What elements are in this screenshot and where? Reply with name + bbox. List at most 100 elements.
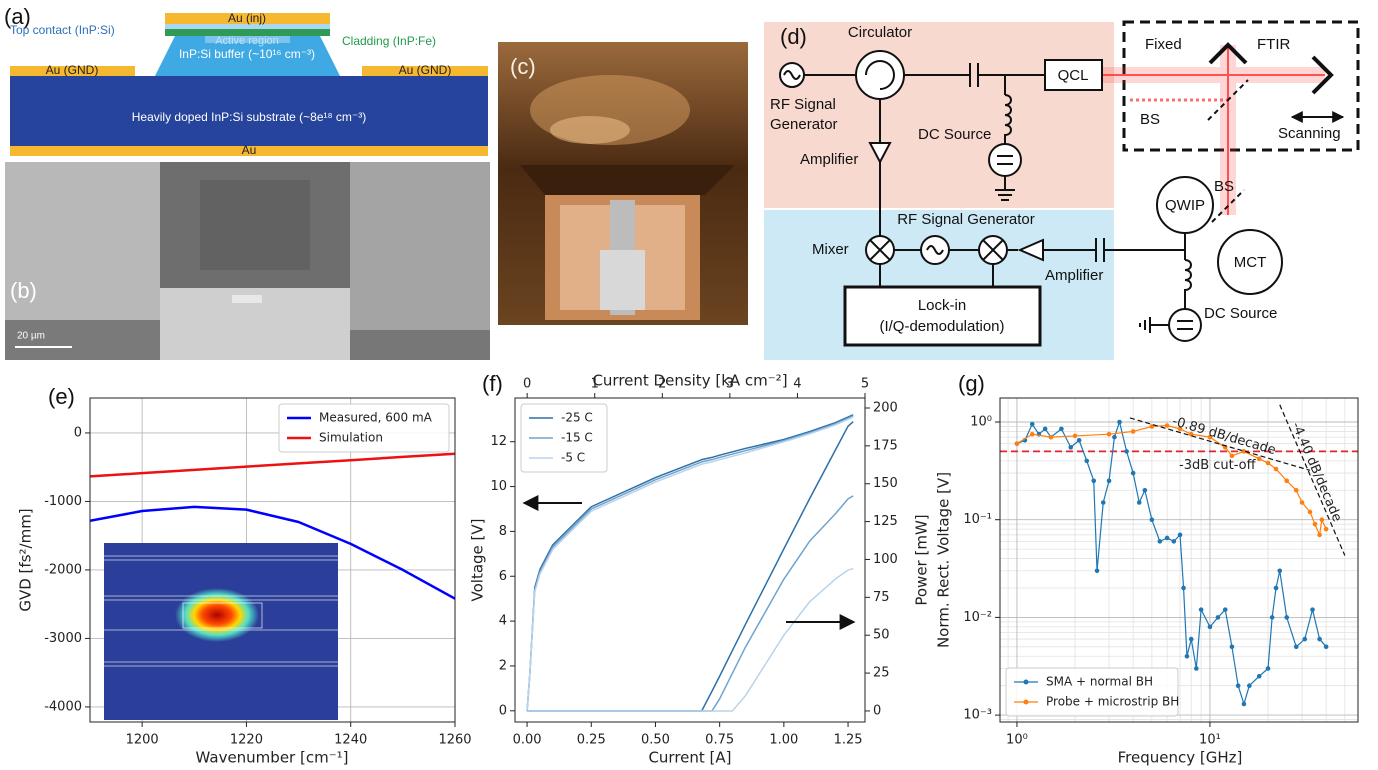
- panel-a: (a) Au (inj) Active region InP:Si buffer…: [4, 4, 488, 157]
- x-tick-label: 0.75: [705, 733, 734, 748]
- x-axis-label: Current [A]: [648, 749, 731, 767]
- x-axis-label: Wavenumber [cm⁻¹]: [196, 749, 349, 767]
- data-point: [1257, 456, 1262, 461]
- legend-label: Simulation: [319, 431, 383, 445]
- y-tick-label: 10⁰: [970, 414, 992, 429]
- data-point: [1274, 586, 1279, 591]
- y2-tick-label: 0: [873, 703, 881, 718]
- data-point: [1049, 435, 1054, 440]
- y2-tick-label: 50: [873, 628, 890, 643]
- scale-bar-label: 20 µm: [17, 331, 45, 342]
- data-point: [1165, 423, 1170, 428]
- component-label: (I/Q-demodulation): [879, 318, 1004, 335]
- data-point: [1107, 432, 1112, 437]
- data-point: [1107, 479, 1112, 484]
- fit-label: -4.40 dB/decade: [1288, 420, 1344, 524]
- circuit-component-part: [1169, 309, 1201, 341]
- data-point: [1131, 471, 1136, 476]
- series-line: [1017, 422, 1326, 704]
- data-point: [1216, 615, 1221, 620]
- component-label: Fixed: [1145, 36, 1182, 53]
- data-point: [1124, 449, 1129, 454]
- x2-tick-label: 5: [861, 377, 869, 392]
- component-label: DC Source: [918, 126, 991, 143]
- y2-tick-label: 175: [873, 438, 898, 453]
- panel-label: (d): [780, 24, 807, 49]
- panel-b: (b) 20 µm: [5, 162, 490, 360]
- layer-label: Au (inj): [228, 11, 266, 25]
- component-label: Scanning: [1278, 125, 1341, 142]
- component-label: Amplifier: [1045, 267, 1103, 284]
- x2-tick-label: 4: [793, 377, 801, 392]
- data-point: [1015, 441, 1020, 446]
- y-tick-label: 10: [490, 479, 507, 494]
- component-label: Circulator: [848, 24, 912, 41]
- data-point: [1257, 674, 1262, 679]
- data-point: [1294, 488, 1299, 493]
- x-tick-label: 1240: [334, 733, 367, 748]
- page: {"panels":{"a":"(a)","b":"(b)","c":"(c)"…: [0, 0, 1378, 770]
- y-tick-label: -3000: [44, 631, 82, 646]
- data-point: [1266, 666, 1271, 671]
- data-point: [1284, 479, 1289, 484]
- data-point: [1236, 683, 1241, 688]
- x-tick-label: 10⁰: [1006, 733, 1028, 748]
- layer-label: Au (GND): [46, 63, 99, 77]
- y2-axis-label: Power [mW]: [913, 514, 931, 605]
- circuit-wire-part: [1185, 260, 1191, 309]
- component-label: BS: [1214, 178, 1234, 195]
- data-point: [1068, 445, 1073, 450]
- legend-label: Probe + microstrip BH: [1046, 695, 1179, 709]
- data-point: [1030, 432, 1035, 437]
- component-label: Amplifier: [800, 151, 858, 168]
- y2-tick-label: 150: [873, 476, 898, 491]
- panel-b-part: [350, 330, 490, 360]
- x-tick-label: 1.00: [769, 733, 798, 748]
- y-tick-label: 10⁻¹: [963, 512, 992, 527]
- data-point: [1095, 568, 1100, 573]
- x-tick-label: 0.50: [641, 733, 670, 748]
- x-tick-label: 1220: [230, 733, 263, 748]
- data-point: [1324, 527, 1329, 532]
- panel-d: (d) Circulator RF Signal Generator DC So…: [764, 22, 1358, 360]
- x-tick-label: 0.00: [513, 733, 542, 748]
- component-label: MCT: [1234, 254, 1267, 271]
- component-label: FTIR: [1257, 36, 1290, 53]
- data-point: [1143, 488, 1148, 493]
- data-point: [1059, 427, 1064, 432]
- layer-label: Au (GND): [399, 63, 452, 77]
- component-label: RF Signal Generator: [897, 211, 1035, 228]
- figure: (a) Au (inj) Active region InP:Si buffer…: [0, 0, 1378, 770]
- panel-label: (g): [958, 371, 985, 396]
- data-point: [1189, 637, 1194, 642]
- y2-tick-label: 125: [873, 514, 898, 529]
- data-point: [1324, 645, 1329, 650]
- data-point: [1194, 666, 1199, 671]
- component-label: QWIP: [1165, 197, 1205, 214]
- data-point: [1247, 683, 1252, 688]
- panel-b-part: [232, 295, 262, 303]
- mode-inset: [104, 543, 338, 720]
- legend-label: -25 C: [561, 411, 593, 425]
- panel-label: (c): [510, 54, 536, 79]
- data-point: [1172, 539, 1177, 544]
- y-tick-label: 8: [499, 524, 507, 539]
- data-point: [1131, 429, 1136, 434]
- data-point: [1302, 637, 1307, 642]
- circuit-component-part: [856, 51, 904, 99]
- x-tick-label: 1.25: [834, 733, 863, 748]
- y-axis-label: Norm. Rect. Voltage [V]: [935, 472, 953, 648]
- chart: 10⁰10¹10⁻³10⁻²10⁻¹10⁰-3dB cut-off-0.89 d…: [935, 371, 1359, 767]
- series-line: [527, 496, 853, 711]
- circuit-wire-part: [1140, 317, 1169, 333]
- data-point: [1091, 479, 1096, 484]
- x-tick-label: 0.25: [577, 733, 606, 748]
- data-point: [1223, 607, 1228, 612]
- panel-label: (e): [48, 384, 75, 409]
- data-point: [1274, 467, 1279, 472]
- component-label: Mixer: [812, 241, 849, 258]
- layer-label: Active region: [215, 35, 279, 47]
- y2-tick-label: 100: [873, 552, 898, 567]
